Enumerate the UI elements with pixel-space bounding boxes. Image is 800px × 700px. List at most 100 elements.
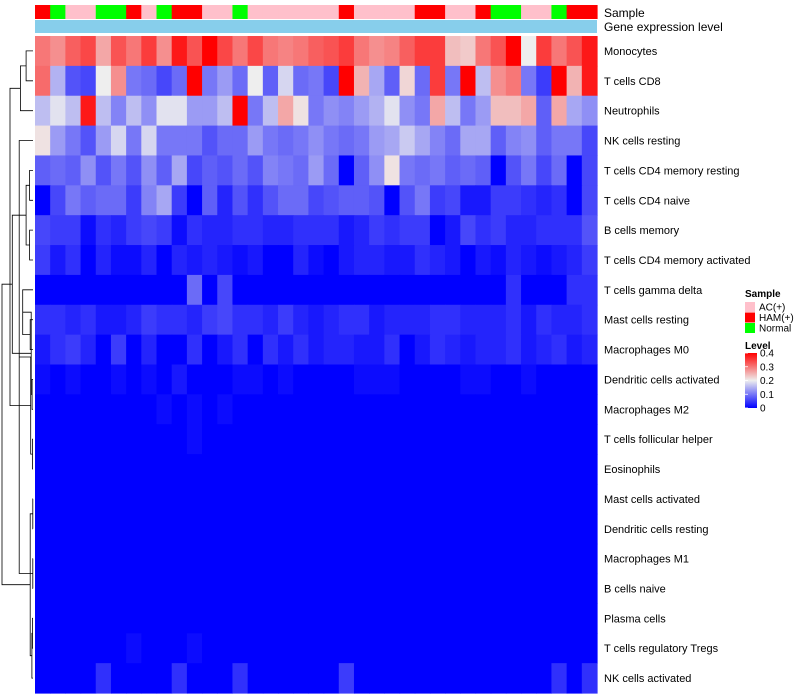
heatmap-cell xyxy=(247,155,264,186)
heatmap-cell xyxy=(414,573,431,605)
heatmap-cell xyxy=(505,334,522,366)
heatmap-cell xyxy=(581,334,598,366)
heatmap-cell xyxy=(110,215,127,246)
heatmap-cell xyxy=(369,364,385,395)
heatmap-cell xyxy=(490,215,507,246)
row-label: T cells CD8 xyxy=(604,76,661,88)
heatmap-cell xyxy=(323,155,340,186)
heatmap-cell xyxy=(460,364,477,395)
heatmap-cell xyxy=(460,304,477,336)
level-legend-tick-label: 0 xyxy=(760,404,766,415)
heatmap-cell xyxy=(505,603,522,634)
heatmap-cell xyxy=(35,573,51,605)
heatmap-cell xyxy=(581,95,598,127)
heatmap-cell xyxy=(338,125,355,157)
heatmap-cell xyxy=(399,543,416,575)
row-label: T cells follicular helper xyxy=(604,434,713,446)
heatmap-cell xyxy=(323,573,340,605)
heatmap-cell xyxy=(262,513,279,545)
heatmap-cell xyxy=(399,245,416,276)
heatmap-cell xyxy=(293,603,310,634)
heatmap-cell xyxy=(65,65,82,97)
heatmap-cell xyxy=(171,663,188,694)
heatmap-cell xyxy=(475,483,492,515)
heatmap-cell xyxy=(232,663,249,694)
heatmap-cell xyxy=(186,483,203,515)
heatmap-cell xyxy=(429,364,446,395)
heatmap-cell xyxy=(490,663,507,694)
heatmap-cell xyxy=(414,274,431,306)
heatmap-cell xyxy=(429,454,446,485)
sample-annotation-cell xyxy=(278,5,294,19)
heatmap-cell xyxy=(445,513,461,545)
heatmap-cell xyxy=(323,633,340,664)
heatmap-cell xyxy=(232,454,249,485)
heatmap-cell xyxy=(65,185,82,216)
heatmap-cell xyxy=(536,245,553,276)
heatmap-cell xyxy=(232,633,249,664)
heatmap-cell xyxy=(50,633,66,664)
heatmap-cell xyxy=(186,394,203,425)
heatmap-cell xyxy=(369,65,385,97)
heatmap-cell xyxy=(414,513,431,545)
gene-expression-track-label: Gene expression level xyxy=(604,20,723,34)
heatmap-cell xyxy=(247,95,264,127)
sample-annotation-cell xyxy=(293,5,310,19)
heatmap-cell xyxy=(262,663,279,694)
heatmap-cell xyxy=(171,454,188,485)
heatmap-cell xyxy=(551,245,568,276)
heatmap-cell xyxy=(95,663,112,694)
heatmap-cell xyxy=(247,633,264,664)
heatmap-cell xyxy=(566,125,583,157)
heatmap-cell xyxy=(369,394,385,425)
sample-legend-label: Normal xyxy=(759,324,791,335)
heatmap-cell xyxy=(217,364,234,395)
heatmap-cell xyxy=(202,424,218,455)
heatmap-cell xyxy=(551,573,568,605)
heatmap-cell xyxy=(551,304,568,336)
heatmap-cell xyxy=(338,603,355,634)
heatmap-cell xyxy=(95,36,112,67)
heatmap-cell xyxy=(217,573,234,605)
heatmap-cell xyxy=(293,394,310,425)
heatmap-cell xyxy=(581,364,598,395)
heatmap-cell xyxy=(247,245,264,276)
heatmap-cell xyxy=(445,245,461,276)
heatmap-cell xyxy=(399,663,416,694)
heatmap-cell xyxy=(521,483,537,515)
heatmap-cell xyxy=(536,125,553,157)
heatmap-cell xyxy=(490,125,507,157)
heatmap-cell xyxy=(551,364,568,395)
heatmap-cell xyxy=(80,185,97,216)
heatmap-cell xyxy=(80,364,97,395)
heatmap-cell xyxy=(429,483,446,515)
heatmap-cell xyxy=(521,125,537,157)
heatmap-cell xyxy=(35,65,51,97)
heatmap-cell xyxy=(202,334,218,366)
sample-legend-title: Sample xyxy=(745,289,781,300)
heatmap-cell xyxy=(65,125,82,157)
heatmap-cell xyxy=(445,125,461,157)
heatmap-cell xyxy=(521,424,537,455)
heatmap-cell xyxy=(338,274,355,306)
heatmap-cell xyxy=(338,36,355,67)
heatmap-cell xyxy=(186,95,203,127)
heatmap-cell xyxy=(521,245,537,276)
heatmap-cell xyxy=(202,304,218,336)
heatmap-cell xyxy=(369,483,385,515)
heatmap-cell xyxy=(353,603,370,634)
heatmap-cell xyxy=(35,95,51,127)
heatmap-cell xyxy=(353,95,370,127)
heatmap-cell xyxy=(50,65,66,97)
heatmap-cell xyxy=(293,65,310,97)
dendrogram-branch xyxy=(29,229,33,261)
heatmap-cell xyxy=(50,663,66,694)
heatmap-cell xyxy=(278,125,294,157)
heatmap-cell xyxy=(521,274,537,306)
heatmap-cell xyxy=(566,65,583,97)
heatmap-cell xyxy=(414,215,431,246)
heatmap-cell xyxy=(308,95,325,127)
heatmap-cell xyxy=(186,633,203,664)
heatmap-cell xyxy=(141,483,158,515)
heatmap-cell xyxy=(293,155,310,186)
